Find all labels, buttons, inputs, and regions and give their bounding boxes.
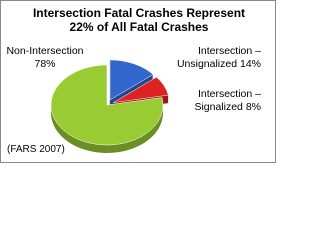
slice: [50, 64, 164, 146]
value-label: 8%: [245, 101, 261, 113]
source-note: (FARS 2007): [7, 144, 65, 155]
category-label: Non-Intersection: [6, 45, 84, 57]
value-label: 78%: [34, 58, 56, 70]
category-label: Intersection – Unsignalized: [176, 45, 261, 70]
slice: [113, 76, 169, 103]
category-label: Intersection – Signalized: [194, 88, 261, 113]
slice: [109, 59, 154, 101]
pie-area: [50, 59, 169, 153]
chart-title: Intersection Fatal Crashes Represent 22%…: [32, 6, 246, 34]
slice-label: Intersection – Unsignalized 14%: [161, 45, 261, 71]
chart: Intersection Fatal Crashes Represent 22%…: [0, 0, 276, 163]
slice-label: Non-Intersection 78%: [5, 45, 85, 71]
value-label: 14%: [239, 58, 261, 70]
slice-label: Intersection – Signalized 8%: [169, 88, 261, 114]
